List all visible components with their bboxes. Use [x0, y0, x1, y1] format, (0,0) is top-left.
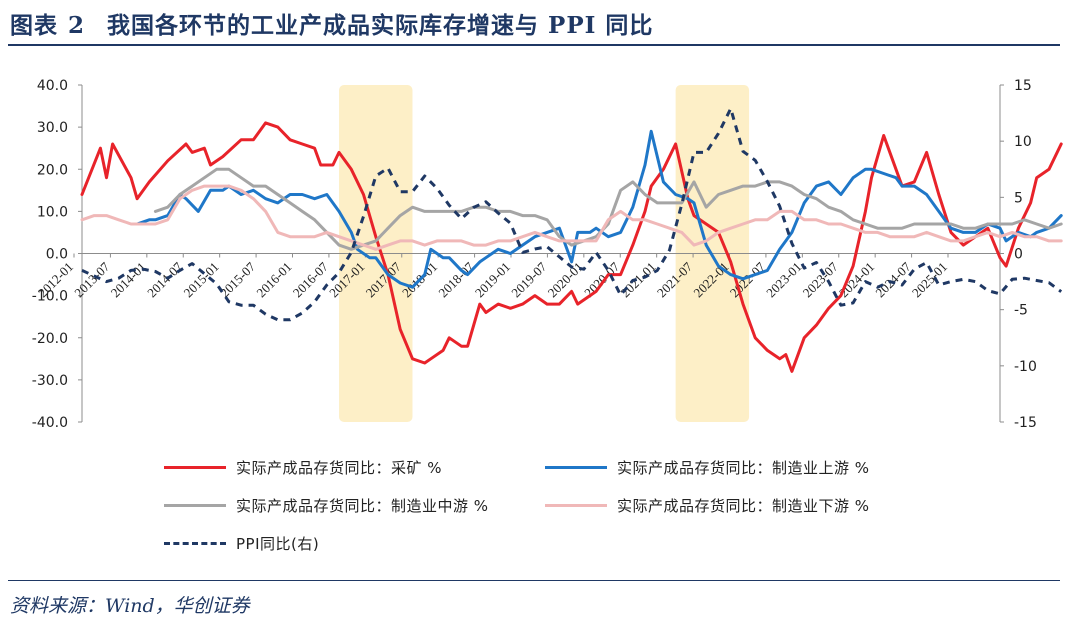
title-divider — [8, 44, 1060, 46]
legend-item-mining: 实际产成品存货同比：采矿 % — [164, 457, 442, 478]
y-right-tick-label: -5 — [1014, 303, 1028, 319]
x-tick-label: 2013-07 — [71, 259, 113, 301]
x-tick-label: 2020-01 — [545, 259, 586, 300]
y-right-tick-label: -10 — [1014, 359, 1037, 375]
series-line-upstream — [135, 129, 1063, 289]
x-tick-label: 2020-07 — [581, 259, 623, 301]
x-tick-label: 2016-01 — [253, 259, 294, 300]
legend-swatch-upstream — [545, 466, 607, 469]
y-left-tick-label: 0.0 — [46, 247, 68, 263]
y-left-tick-label: -20.0 — [32, 331, 68, 347]
legend-swatch-ppi — [164, 542, 226, 545]
line-chart: 40.0 30.0 20.0 10.0 0.0 -10.0 -20.0 -30.0 -40.0 1… — [32, 78, 1063, 431]
y-left-tick-label: 10.0 — [37, 204, 68, 220]
x-tick-label: 2014-07 — [144, 259, 186, 301]
y-right-tick-label: -15 — [1014, 415, 1037, 431]
series-lines — [80, 107, 1063, 373]
legend-swatch-midstream — [164, 504, 226, 507]
series-line-midstream — [153, 167, 1063, 251]
x-tick-label: 2015-01 — [181, 259, 222, 300]
y-left-tick-label: -40.0 — [32, 415, 68, 431]
figure-label: 图表 — [10, 12, 58, 39]
x-tick-label: 2024-07 — [872, 259, 914, 301]
x-tick-label: 2019-07 — [508, 259, 550, 301]
chart-legend: 实际产成品存货同比：采矿 % 实际产成品存货同比：制造业上游 % 实际产成品存货… — [0, 448, 1080, 558]
legend-label-downstream: 实际产成品存货同比：制造业下游 % — [617, 497, 870, 515]
y-left-tick-label: 30.0 — [37, 120, 68, 136]
legend-label-mining: 实际产成品存货同比：采矿 % — [236, 459, 443, 477]
x-tick-label: 2025-01 — [909, 259, 950, 300]
legend-item-ppi: PPI同比(右) — [164, 533, 319, 554]
y-right-tick-label: 0 — [1014, 247, 1023, 263]
y-right-tick-label: 5 — [1014, 190, 1023, 206]
source-note: 资料来源：Wind，华创证券 — [10, 595, 250, 617]
y-right-tick-label: 10 — [1014, 134, 1032, 150]
legend-label-midstream: 实际产成品存货同比：制造业中游 % — [236, 497, 489, 515]
legend-item-midstream: 实际产成品存货同比：制造业中游 % — [164, 495, 489, 516]
y-left-tick-label: -30.0 — [32, 373, 68, 389]
y-left-tick-label: 20.0 — [37, 162, 68, 178]
legend-label-upstream: 实际产成品存货同比：制造业上游 % — [617, 459, 870, 477]
chart-axes: 40.0 30.0 20.0 10.0 0.0 -10.0 -20.0 -30.0 -40.0 1… — [32, 78, 1037, 431]
legend-swatch-downstream — [545, 504, 607, 507]
x-tick-label: 2016-07 — [290, 259, 332, 301]
series-line-downstream — [80, 184, 1063, 251]
y-left-tick-label: -10.0 — [32, 289, 68, 305]
legend-label-ppi: PPI同比(右) — [236, 535, 320, 553]
y-right-tick-label: 15 — [1014, 78, 1032, 94]
figure-title: 图表 2 我国各环节的工业产成品实际库存增速与 PPI 同比 — [10, 6, 653, 40]
legend-item-downstream: 实际产成品存货同比：制造业下游 % — [545, 495, 870, 516]
x-tick-label: 2015-07 — [217, 259, 259, 301]
y-left-tick-label: 40.0 — [37, 78, 68, 94]
x-tick-label: 2014-01 — [108, 259, 149, 300]
legend-item-upstream: 实际产成品存货同比：制造业上游 % — [545, 457, 870, 478]
series-line-ppi — [81, 107, 1063, 322]
figure-number: 2 — [68, 12, 86, 39]
source-divider — [8, 580, 1060, 581]
figure-title-text: 我国各环节的工业产成品实际库存增速与 PPI 同比 — [107, 12, 654, 39]
legend-swatch-mining — [164, 466, 226, 469]
series-line-mining — [80, 121, 1063, 373]
